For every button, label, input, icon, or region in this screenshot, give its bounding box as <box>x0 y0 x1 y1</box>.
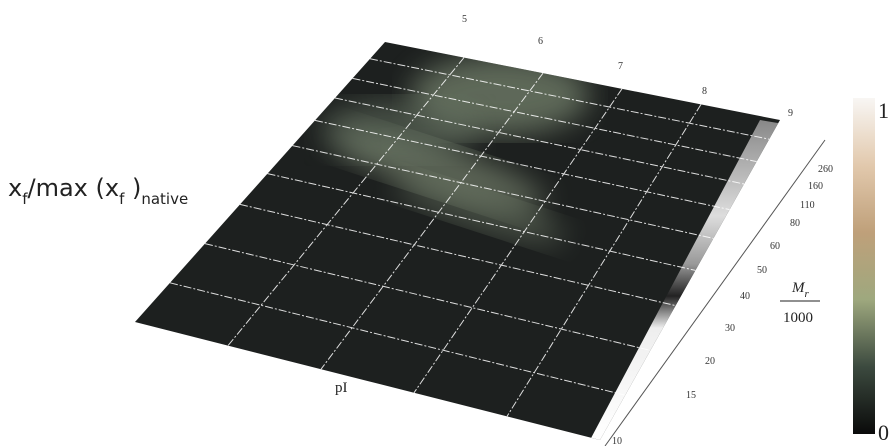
pi-label: pI <box>335 380 348 396</box>
mr-tick-label: 80 <box>790 218 800 229</box>
pi-tick-label: 5 <box>462 14 467 25</box>
z-label-part: /max (x <box>27 174 119 202</box>
pi-tick-label: 7 <box>618 61 623 72</box>
mr-label-denominator: 1000 <box>783 310 813 326</box>
mr-tick-label: 10 <box>612 436 622 446</box>
mr-label-part: r <box>805 288 810 300</box>
mr-tick-label: 50 <box>757 265 767 276</box>
mr-tick-label: 30 <box>725 323 735 334</box>
pi-tick-label: 8 <box>702 86 707 97</box>
mr-tick-label: 40 <box>740 291 750 302</box>
mr-tick-label: 60 <box>770 241 780 252</box>
z-label-part: native <box>141 190 188 208</box>
mr-tick-label: 110 <box>800 200 815 211</box>
colorbar-max: 1 <box>878 98 889 123</box>
z-label-part: x <box>8 174 22 202</box>
mr-tick-label: 15 <box>686 390 696 401</box>
colorbar-min: 0 <box>878 420 889 445</box>
mr-tick-label: 20 <box>705 356 715 367</box>
mr-tick-label: 160 <box>808 181 823 192</box>
pi-tick-label: 9 <box>788 108 793 119</box>
z-label-part: ) <box>124 174 141 202</box>
figure: xf/max (xf )native pI Mr 1000 1 0 5 6 7 8 9 2… <box>0 0 894 446</box>
colorbar <box>853 98 875 434</box>
mr-label: Mr <box>791 280 810 300</box>
pi-tick-label: 6 <box>538 36 543 47</box>
z-label: xf/max (xf )native <box>8 174 188 208</box>
mr-tick-label: 260 <box>818 164 833 175</box>
